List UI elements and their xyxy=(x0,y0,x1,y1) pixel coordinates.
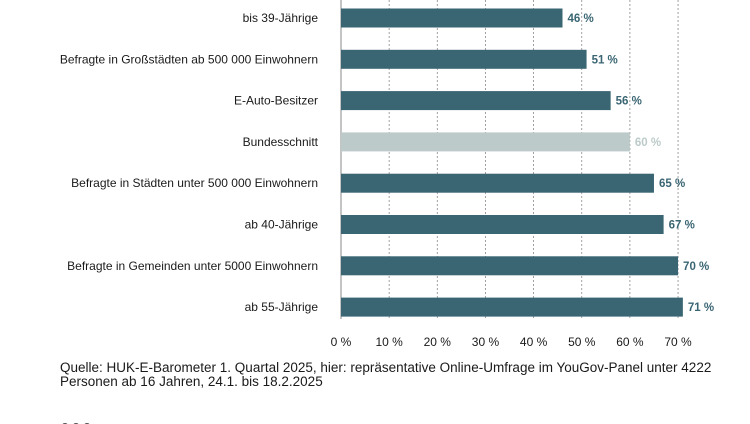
bar xyxy=(341,256,679,276)
category-label: Bundesschnitt xyxy=(243,135,319,149)
bar xyxy=(341,173,654,193)
value-label: 67 % xyxy=(669,220,695,232)
bar xyxy=(341,49,587,69)
x-tick-label: 30 % xyxy=(472,335,500,349)
x-tick-label: 10 % xyxy=(375,335,403,349)
category-label: Befragte in Gemeinden unter 5000 Einwohn… xyxy=(67,259,318,273)
bars xyxy=(341,8,683,317)
x-tick-label: 50 % xyxy=(568,335,596,349)
category-label: bis 39-Jährige xyxy=(243,11,319,25)
logo xyxy=(60,416,94,424)
value-labels: 46 % 51 % 56 % 60 % 65 % 67 % 70 % 71 % xyxy=(567,13,714,314)
x-tick-label: 40 % xyxy=(520,335,548,349)
x-tick-label: 20 % xyxy=(424,335,452,349)
bar-chart: bis 39-Jährige Befragte in Großstädten ab… xyxy=(60,0,714,349)
bar xyxy=(341,297,683,317)
value-label: 70 % xyxy=(683,261,709,273)
value-label: 46 % xyxy=(567,13,593,25)
category-label: ab 55-Jährige xyxy=(245,300,319,314)
value-label: 56 % xyxy=(616,96,642,108)
source-note: Quelle: HUK-E-Barometer 1. Quartal 2025,… xyxy=(60,360,712,389)
x-tick-label: 60 % xyxy=(616,335,644,349)
x-tick-label: 70 % xyxy=(664,335,692,349)
category-label: Befragte in Großstädten ab 500 000 Einwo… xyxy=(60,52,318,66)
value-label: 65 % xyxy=(659,178,685,190)
bar xyxy=(341,132,630,152)
bar xyxy=(341,8,563,28)
category-label: Befragte in Städten unter 500 000 Einwoh… xyxy=(71,176,318,190)
x-tick-label: 0 % xyxy=(331,335,352,349)
bar xyxy=(341,215,664,234)
category-labels: bis 39-Jährige Befragte in Großstädten ab… xyxy=(60,11,319,314)
value-label: 51 % xyxy=(592,54,618,66)
bar xyxy=(341,91,611,111)
category-label: E-Auto-Besitzer xyxy=(234,94,318,108)
value-label: 71 % xyxy=(688,302,714,314)
x-axis-ticks: 0 % 10 % 20 % 30 % 40 % 50 % 60 % 70 % xyxy=(331,335,692,349)
value-label: 60 % xyxy=(635,137,661,149)
category-label: ab 40-Jährige xyxy=(245,218,319,232)
